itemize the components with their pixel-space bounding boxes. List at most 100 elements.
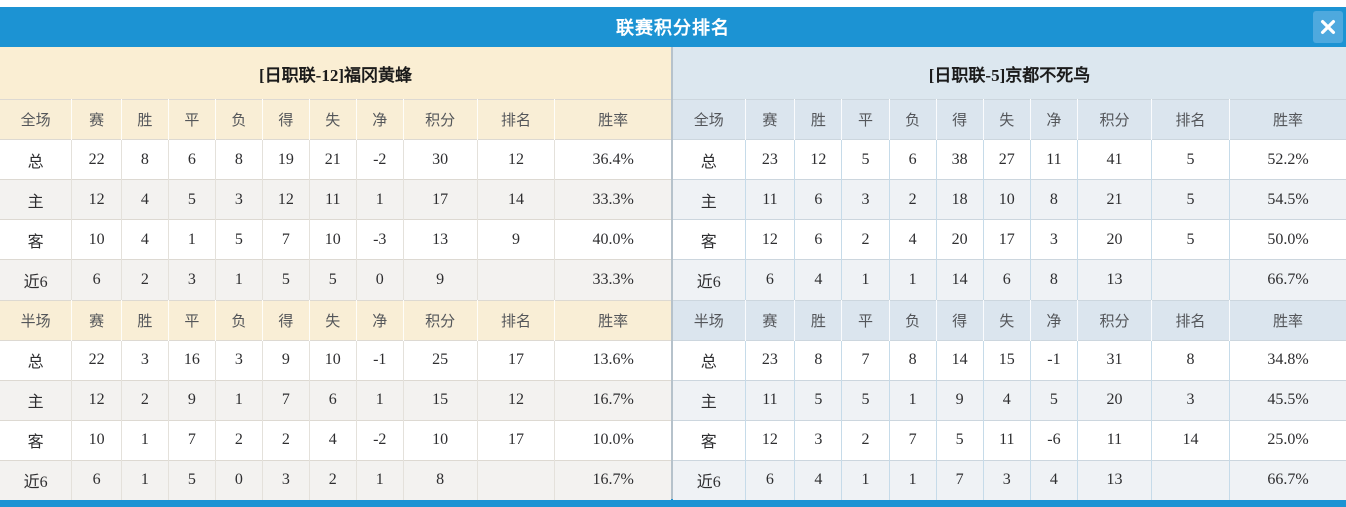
stat-cell: 9: [168, 380, 216, 420]
panel-away-team: [日职联-5]京都不死鸟 全场赛胜平负得失净积分 排名 胜率总 23 12 5 6 38 27 1…: [673, 47, 1346, 500]
stat-cell: 6: [745, 259, 796, 300]
stat-cell: 1: [889, 380, 937, 420]
stat-cell: 10: [983, 179, 1031, 220]
stat-cell: 2: [121, 380, 169, 420]
points-cell: 31: [1077, 340, 1152, 380]
rank-cell: 5: [1151, 139, 1231, 180]
stat-cell: 2: [841, 219, 890, 260]
stat-cell: 1: [356, 460, 404, 500]
stat-cell: 5: [168, 179, 216, 220]
rank-cell: [477, 460, 556, 500]
stat-cell: 11: [745, 179, 796, 220]
stat-cell: 19: [262, 139, 310, 180]
dialog-title: 联赛积分排名: [616, 18, 730, 38]
stat-cell: 0: [356, 259, 404, 300]
stat-cell: 4: [121, 219, 169, 260]
row-label: 近6: [673, 460, 746, 500]
stat-cell: 14: [936, 340, 984, 380]
stats-header-row: 半场赛胜平负得失净积分 排名 胜率: [0, 300, 671, 340]
stat-cell: 1: [356, 380, 404, 420]
stat-cell: 10: [309, 219, 357, 260]
stat-cell: 12: [794, 139, 843, 180]
stats-row: 主 11 5 5 1 9 4 5 20 3 45.5%: [673, 380, 1346, 420]
stat-cell: 6: [794, 219, 843, 260]
stat-cell: 18: [936, 179, 984, 220]
stats-row: 客 12 3 2 7 5 11 -6 11 14 25.0%: [673, 420, 1346, 460]
stat-cell: 3: [1030, 219, 1078, 260]
rank-cell: 8: [1151, 340, 1231, 380]
stat-cell: -1: [1030, 340, 1078, 380]
stat-cell: 5: [262, 259, 310, 300]
winrate-cell: 10.0%: [554, 420, 671, 460]
column-header: 胜率: [554, 300, 671, 340]
winrate-cell: 16.7%: [554, 460, 671, 500]
points-cell: 25: [403, 340, 478, 380]
winrate-cell: 66.7%: [1229, 460, 1346, 500]
row-label: 近6: [0, 259, 73, 300]
points-cell: 9: [403, 259, 478, 300]
stat-cell: 6: [71, 460, 122, 500]
column-header: 失: [983, 300, 1031, 340]
stats-header-row: 全场赛胜平负得失净积分 排名 胜率: [0, 99, 671, 140]
winrate-cell: 54.5%: [1229, 179, 1346, 220]
winrate-cell: 52.2%: [1229, 139, 1346, 180]
stat-cell: 23: [745, 139, 796, 180]
stat-cell: 1: [889, 259, 937, 300]
row-label: 总: [0, 139, 73, 180]
stat-cell: 6: [794, 179, 843, 220]
points-cell: 13: [403, 219, 478, 260]
stat-cell: 3: [841, 179, 890, 220]
row-label: 总: [0, 340, 73, 380]
points-cell: 17: [403, 179, 478, 220]
column-header: 负: [215, 300, 263, 340]
stat-cell: 2: [262, 420, 310, 460]
column-header: 积分: [403, 99, 478, 140]
stat-cell: 12: [745, 219, 796, 260]
close-icon: [1319, 18, 1337, 36]
stat-cell: 0: [215, 460, 263, 500]
stat-cell: -6: [1030, 420, 1078, 460]
rank-cell: 14: [477, 179, 556, 220]
stat-cell: 6: [889, 139, 937, 180]
column-header: 得: [936, 99, 984, 140]
stat-cell: 1: [215, 380, 263, 420]
column-header: 胜率: [1229, 300, 1346, 340]
row-label: 近6: [0, 460, 73, 500]
team-panels: [日职联-12]福冈黄蜂 全场赛胜平负得失净积分 排名 胜率总 22 8 6 8 19 21 -2…: [0, 47, 1346, 500]
stat-cell: 1: [889, 460, 937, 500]
row-label: 总: [673, 340, 746, 380]
winrate-cell: 25.0%: [1229, 420, 1346, 460]
row-label: 总: [673, 139, 746, 180]
stat-cell: 7: [262, 380, 310, 420]
stat-cell: 6: [309, 380, 357, 420]
stats-row: 总 22 3 16 3 9 10 -1 25 17 13.6%: [0, 340, 671, 380]
stat-cell: 3: [983, 460, 1031, 500]
stat-cell: 8: [1030, 259, 1078, 300]
stat-cell: 16: [168, 340, 216, 380]
stat-cell: 2: [841, 420, 890, 460]
stat-cell: 27: [983, 139, 1031, 180]
rank-cell: 17: [477, 340, 556, 380]
column-header: 赛: [71, 99, 122, 140]
stat-cell: 12: [71, 179, 122, 220]
column-header: 失: [983, 99, 1031, 140]
close-button[interactable]: [1313, 11, 1343, 43]
rank-cell: [1151, 259, 1231, 300]
column-header: 胜: [121, 300, 169, 340]
stat-cell: 7: [936, 460, 984, 500]
stat-cell: 1: [215, 259, 263, 300]
stat-cell: 22: [71, 139, 122, 180]
column-header: 净: [1030, 99, 1078, 140]
stats-row: 主 12 4 5 3 12 11 1 17 14 33.3%: [0, 179, 671, 220]
stat-cell: 10: [71, 420, 122, 460]
column-header: 胜: [794, 300, 843, 340]
away-halftime-table: 半场赛胜平负得失净积分 排名 胜率总 23 8 7 8 14 15 -1 31 8 34.8% 主 11 5 5…: [673, 300, 1346, 500]
stat-cell: 5: [309, 259, 357, 300]
stat-cell: -2: [356, 139, 404, 180]
stat-cell: 7: [889, 420, 937, 460]
row-label: 客: [673, 420, 746, 460]
points-cell: 11: [1077, 420, 1152, 460]
home-halftime-table: 半场赛胜平负得失净积分 排名 胜率总 22 3 16 3 9 10 -1 25 17 13.6% 主 12 2…: [0, 300, 671, 500]
stat-cell: 38: [936, 139, 984, 180]
